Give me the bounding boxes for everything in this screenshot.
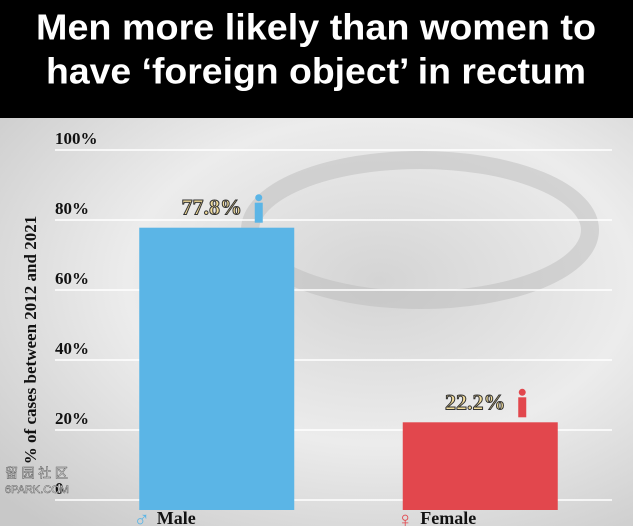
- person-icon: [255, 194, 263, 202]
- x-tick-label: Female: [420, 508, 476, 526]
- bar: [402, 422, 558, 510]
- y-tick-label: 20%: [55, 409, 89, 428]
- watermark: 6PARK.COM: [5, 484, 69, 496]
- gender-icon: ♂: [134, 507, 151, 526]
- value-label: 22.2%: [445, 389, 506, 414]
- gender-icon: ♀: [397, 507, 414, 526]
- y-tick-label: 0: [55, 479, 64, 498]
- y-tick-label: 60%: [55, 269, 89, 288]
- person-icon: [518, 397, 527, 418]
- person-icon: [518, 388, 526, 396]
- x-tick-label: Male: [157, 508, 196, 526]
- bar: [139, 227, 295, 510]
- y-axis-label: % of cases between 2012 and 2021: [21, 216, 40, 464]
- person-icon: [254, 202, 263, 223]
- y-tick-label: 40%: [55, 339, 89, 358]
- value-label: 77.8%: [182, 195, 243, 220]
- header: [0, 0, 633, 118]
- y-tick-label: 100%: [55, 129, 98, 148]
- y-tick-label: 80%: [55, 199, 89, 218]
- chart-title: have ‘foreign object’ in rectum: [46, 51, 586, 92]
- watermark: 留 园 社 区: [5, 465, 68, 480]
- chart-title: Men more likely than women to: [36, 7, 596, 48]
